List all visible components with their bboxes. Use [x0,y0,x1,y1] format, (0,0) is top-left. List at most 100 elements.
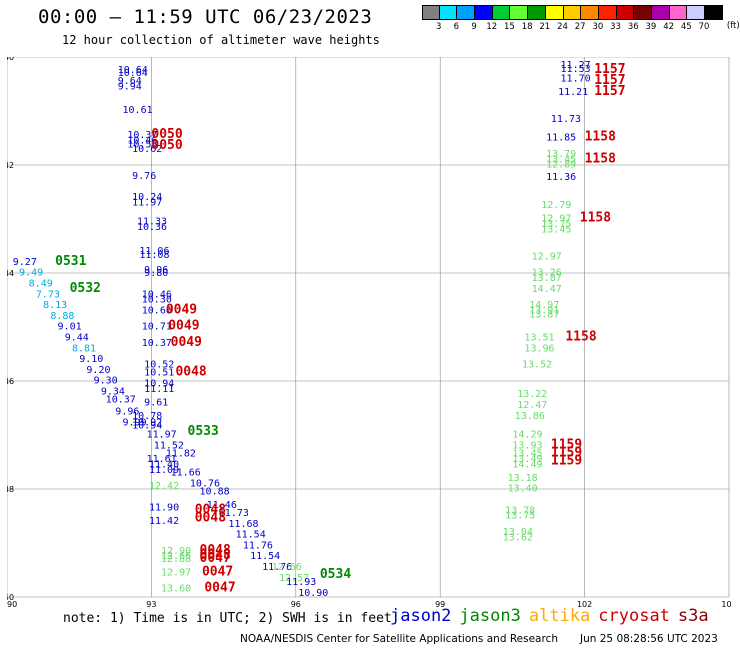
wave-height-value: 9.64 [118,76,142,87]
wave-height-value: 12.42 [149,481,179,492]
wave-height-value: 14.49 [512,459,542,470]
wave-height-value: 9.01 [58,322,82,333]
wave-height-value: 12.79 [541,200,571,211]
wave-height-value: 8.81 [72,343,96,354]
satellite-legend: jason2 jason3 altika cryosat s3a [390,606,717,626]
legend-label: 33 [610,22,621,32]
time-label: 0047 [200,551,231,566]
wave-height-value: 11.53 [561,64,591,75]
legend-swatch: 30 [581,5,603,32]
satellite-label-jason2: jason2 [390,606,452,626]
time-label: 1158 [565,330,596,345]
legend-label: 45 [680,22,692,32]
wave-height-value: 12.57 [279,573,309,584]
color-legend: 3 6 9 12 15 18 21 24 27 30 33 36 39 42 45 70 (ft) [422,5,740,32]
wave-height-value: 13.04 [503,527,533,538]
wave-height-value: 11.68 [228,519,258,530]
x-tick-label: 99 [435,600,445,609]
wave-height-value: 11.70 [561,73,591,84]
x-tick-label: 105 [721,600,732,609]
x-tick-label: 93 [146,600,156,609]
legend-swatch [705,5,723,20]
time-label: 0048 [195,510,226,525]
legend-swatch: 36 [616,5,639,32]
legend-label: 36 [627,22,639,32]
time-label: 1157 [594,62,625,77]
legend-label: 70 [698,22,710,32]
time-label: 1157 [594,73,625,88]
wave-height-value: 13.62 [503,532,533,543]
wave-height-value: 11.46 [207,500,237,511]
wave-height-value: 10.61 [123,105,153,116]
wave-height-value: 11.21 [558,87,588,98]
wave-height-value: 13.79 [546,149,576,160]
page-subtitle: 12 hour collection of altimeter wave hei… [62,33,380,47]
legend-unit: (ft) [726,21,740,31]
wave-height-value: 11.54 [250,551,280,562]
legend-label: 3 [435,22,442,32]
legend-swatch: 15 [492,5,515,32]
wave-height-value: 9.10 [79,354,103,365]
legend-label: 39 [645,22,657,32]
wave-height-value: 9.34 [101,387,125,398]
wave-height-value: 11.85 [546,133,576,144]
x-tick-label: 102 [577,600,592,609]
wave-height-value: 11.40 [149,459,179,470]
time-label: 0048 [195,502,226,517]
wave-height-value: 11.54 [236,530,266,541]
wave-height-value: 10.64 [118,68,148,79]
wave-height-value: 12.97 [541,214,571,225]
wave-height-value: 9.99 [123,417,147,428]
wave-height-value: 11.97 [147,430,177,441]
legend-swatch: 45 [669,5,692,32]
wave-height-value: 11.97 [132,198,162,209]
wave-height-value: 10.92 [132,417,162,428]
legend-swatch: 70 [687,5,709,32]
legend-label: 6 [453,22,460,32]
wave-height-value: 13.45 [546,154,576,165]
y-tick-label: -50 [7,593,14,602]
wave-height-value: 12.66 [161,551,191,562]
legend-swatch: 27 [563,5,586,32]
wave-height-value: 12.89 [546,160,576,171]
time-label: 1159 [551,446,582,461]
legend-label: 18 [521,22,533,32]
wave-height-value: 13.22 [517,389,547,400]
wave-height-value: 13.96 [524,343,554,354]
wave-height-value: 13.93 [512,441,542,452]
time-label: 0049 [171,335,202,350]
map-grid [7,57,730,598]
wave-height-value: 11.66 [171,468,201,479]
wave-height-value: 10.88 [200,486,230,497]
time-label: 0048 [200,548,231,563]
wave-height-value: 12.66 [272,562,302,573]
wave-height-value: 9.61 [144,397,168,408]
wave-height-value: 13.45 [541,225,571,236]
legend-label: 27 [574,22,586,32]
time-label: 1158 [585,151,616,166]
legend-swatch: 21 [528,5,550,32]
time-label: 1157 [594,84,625,99]
legend-swatch: 42 [651,5,674,32]
axis-ticks: 90 93 96 99 102 105 -40 -42 -44 -46 -48 -50 [7,57,732,609]
wave-height-value: 11.90 [149,503,179,514]
wave-height-map: 90 93 96 99 102 105 -40 -42 -44 -46 -48 -50 10.64 10… [7,57,732,609]
wave-height-value: 12.47 [517,400,547,411]
wave-height-points: 10.6410.649.649.9410.6110.3710.4610.5510… [13,60,626,599]
satellite-label-s3a: s3a [677,606,709,626]
wave-height-value: 11.06 [139,246,169,257]
satellite-label-jason3: jason3 [459,606,521,626]
wave-height-value: 10.24 [132,192,162,203]
time-label: 1158 [585,130,616,145]
wave-height-value: 12.97 [532,252,562,263]
wave-height-value: 13.40 [508,484,538,495]
wave-height-value: 14.97 [529,300,559,311]
time-label: 1159 [551,454,582,469]
wave-height-value: 10.51 [144,368,174,379]
satellite-label-altika: altika [528,606,591,626]
time-label: 0534 [320,567,351,582]
time-label: 1159 [551,438,582,453]
wave-height-value: 13.60 [161,584,191,595]
wave-height-value: 13.45 [512,449,542,460]
